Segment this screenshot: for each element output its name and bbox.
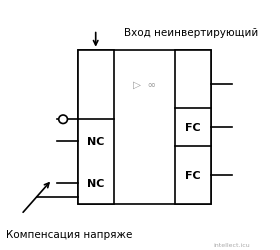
Text: Компенсация напряже: Компенсация напряже (6, 230, 132, 239)
Text: FC: FC (185, 170, 201, 180)
Circle shape (59, 116, 67, 124)
Text: Вход неинвертирующий: Вход неинвертирующий (124, 28, 259, 38)
Text: NC: NC (87, 136, 104, 146)
Bar (78, 50, 211, 204)
Text: ▷  ∞: ▷ ∞ (133, 79, 156, 89)
Text: NC: NC (87, 179, 104, 189)
Text: intellect.icu: intellect.icu (213, 242, 250, 247)
Bar (175, 50, 211, 204)
Text: FC: FC (185, 122, 201, 132)
Bar (78, 50, 114, 204)
